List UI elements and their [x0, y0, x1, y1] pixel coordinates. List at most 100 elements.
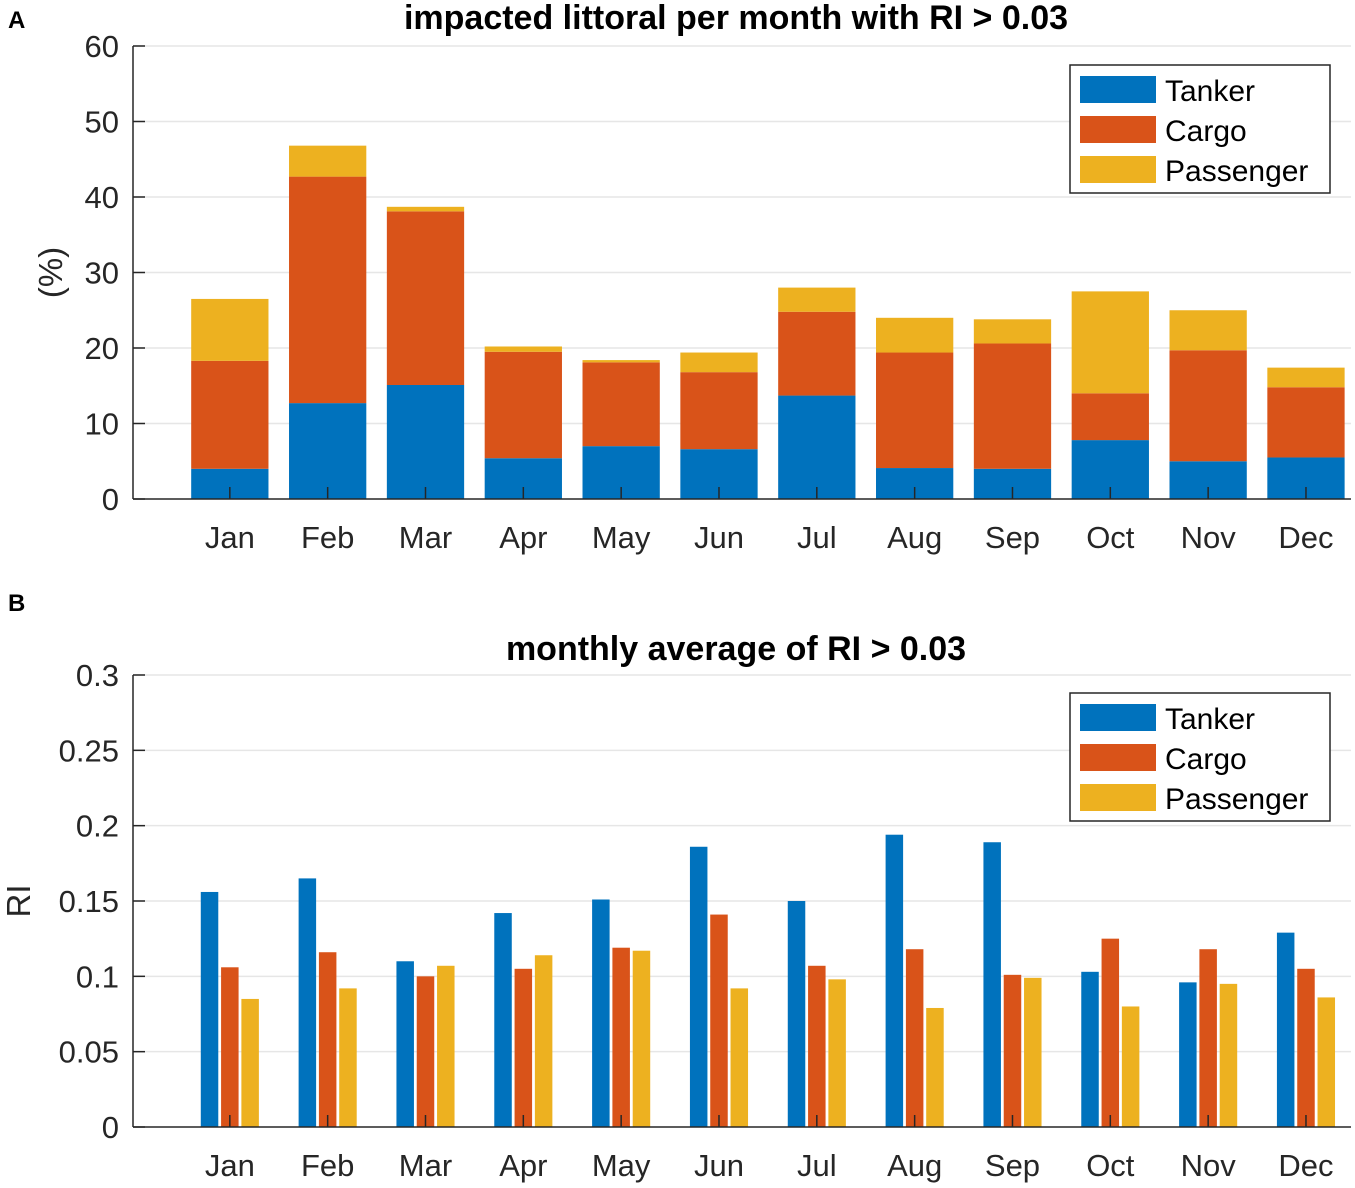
bar-passenger-jul [828, 979, 846, 1127]
bar-tanker-nov [1179, 982, 1197, 1127]
y-tick-label: 60 [85, 29, 119, 64]
bar-cargo-dec [1267, 387, 1345, 458]
bar-passenger-nov [1169, 310, 1247, 351]
bar-passenger-oct [1071, 291, 1149, 394]
legend-label-cargo: Cargo [1165, 743, 1247, 776]
panel-letter-a: A [8, 7, 25, 34]
x-tick-label-may: May [592, 1148, 651, 1183]
bar-tanker-feb [298, 878, 317, 1127]
bar-passenger-may [582, 360, 660, 363]
y-axis-label: (%) [32, 247, 69, 298]
bar-cargo-dec [1297, 968, 1315, 1127]
bar-cargo-apr [484, 351, 562, 459]
bar-passenger-dec [1267, 367, 1345, 388]
x-tick-label-dec: Dec [1278, 1148, 1333, 1183]
y-tick-label: 20 [85, 331, 119, 366]
bar-tanker-may [592, 899, 610, 1127]
y-tick-label: 0 [102, 1110, 119, 1145]
bar-cargo-sep [1003, 974, 1022, 1127]
y-tick-label: 0 [102, 482, 119, 517]
bar-passenger-jun [730, 988, 749, 1127]
bar-passenger-jan [241, 998, 259, 1127]
legend-swatch-cargo [1080, 744, 1156, 771]
x-tick-label-jun: Jun [694, 520, 744, 555]
bar-passenger-jun [680, 352, 758, 373]
bar-tanker-mar [386, 384, 465, 499]
bar-cargo-jul [778, 311, 856, 396]
bar-cargo-may [582, 362, 660, 447]
bar-cargo-oct [1071, 393, 1149, 441]
x-tick-label-feb: Feb [301, 1148, 354, 1183]
x-tick-label-sep: Sep [985, 1148, 1040, 1183]
chart-title: monthly average of RI > 0.03 [506, 630, 966, 668]
bar-cargo-oct [1101, 938, 1120, 1127]
bar-cargo-may [612, 947, 630, 1127]
bar-passenger-apr [484, 346, 562, 352]
bar-tanker-jan [200, 891, 219, 1127]
bar-cargo-nov [1169, 350, 1247, 462]
bar-tanker-jun [689, 846, 708, 1127]
x-tick-label-mar: Mar [399, 1148, 452, 1183]
bar-passenger-aug [926, 1007, 944, 1127]
bar-cargo-jun [680, 372, 758, 450]
bar-passenger-apr [534, 955, 553, 1127]
legend-swatch-cargo [1080, 116, 1156, 143]
bar-passenger-jul [778, 287, 856, 312]
bar-passenger-oct [1121, 1006, 1140, 1127]
bar-tanker-apr [494, 913, 512, 1127]
bar-tanker-mar [396, 961, 414, 1127]
x-tick-label-oct: Oct [1086, 520, 1135, 555]
x-tick-label-oct: Oct [1086, 1148, 1135, 1183]
bar-cargo-aug [876, 352, 954, 469]
chart-panel-a: 0 10 20 30 40 50 60 Jan Feb Mar Apr May Jun Jul Aug Sep… [32, 0, 1351, 555]
legend-label-tanker: Tanker [1165, 75, 1255, 108]
bar-cargo-sep [973, 343, 1052, 469]
legend-swatch-passenger [1080, 156, 1156, 183]
y-tick-label: 10 [85, 407, 119, 442]
x-tick-label-feb: Feb [301, 520, 354, 555]
x-tick-label-dec: Dec [1278, 520, 1333, 555]
x-tick-label-sep: Sep [985, 520, 1040, 555]
x-tick-label-apr: Apr [499, 1148, 547, 1183]
panel-letter-b: B [8, 590, 25, 617]
bar-passenger-mar [386, 206, 465, 212]
bar-passenger-feb [339, 988, 357, 1127]
y-tick-label: 30 [85, 256, 119, 291]
bar-cargo-feb [318, 952, 337, 1127]
x-tick-label-apr: Apr [499, 520, 547, 555]
bar-cargo-mar [386, 211, 465, 385]
y-tick-label: 0.1 [76, 959, 119, 994]
bar-passenger-sep [1024, 977, 1042, 1127]
bar-passenger-dec [1317, 997, 1336, 1127]
x-tick-label-mar: Mar [399, 520, 452, 555]
x-tick-label-nov: Nov [1181, 520, 1237, 555]
x-tick-label-jul: Jul [797, 1148, 837, 1183]
x-tick-label-aug: Aug [887, 1148, 942, 1183]
x-tick-label-jan: Jan [205, 1148, 255, 1183]
y-tick-label: 0.15 [59, 884, 119, 919]
bar-passenger-nov [1219, 983, 1238, 1127]
y-tick-label: 0.25 [59, 733, 119, 768]
x-tick-label-may: May [592, 520, 651, 555]
bar-tanker-dec [1276, 932, 1295, 1127]
bar-passenger-mar [437, 965, 455, 1127]
bar-tanker-feb [289, 403, 367, 499]
bar-tanker-sep [983, 842, 1001, 1127]
legend-label-passenger: Passenger [1165, 155, 1308, 188]
x-tick-label-nov: Nov [1181, 1148, 1237, 1183]
bar-cargo-jan [221, 967, 239, 1127]
bar-tanker-jul [778, 395, 856, 499]
legend-swatch-passenger [1080, 784, 1156, 811]
chart-panel-b: 0 0.05 0.1 0.15 0.2 0.25 0.3 Jan Feb Mar Apr May Jun… [0, 630, 1351, 1183]
bar-cargo-jan [191, 360, 269, 469]
bar-tanker-jul [787, 901, 806, 1127]
bar-tanker-oct [1081, 971, 1099, 1127]
x-tick-label-jan: Jan [205, 520, 255, 555]
x-tick-label-jul: Jul [797, 520, 837, 555]
bar-passenger-sep [973, 319, 1052, 344]
y-tick-label: 50 [85, 105, 119, 140]
legend-swatch-tanker [1080, 76, 1156, 103]
bar-cargo-jun [710, 914, 728, 1127]
x-tick-label-jun: Jun [694, 1148, 744, 1183]
